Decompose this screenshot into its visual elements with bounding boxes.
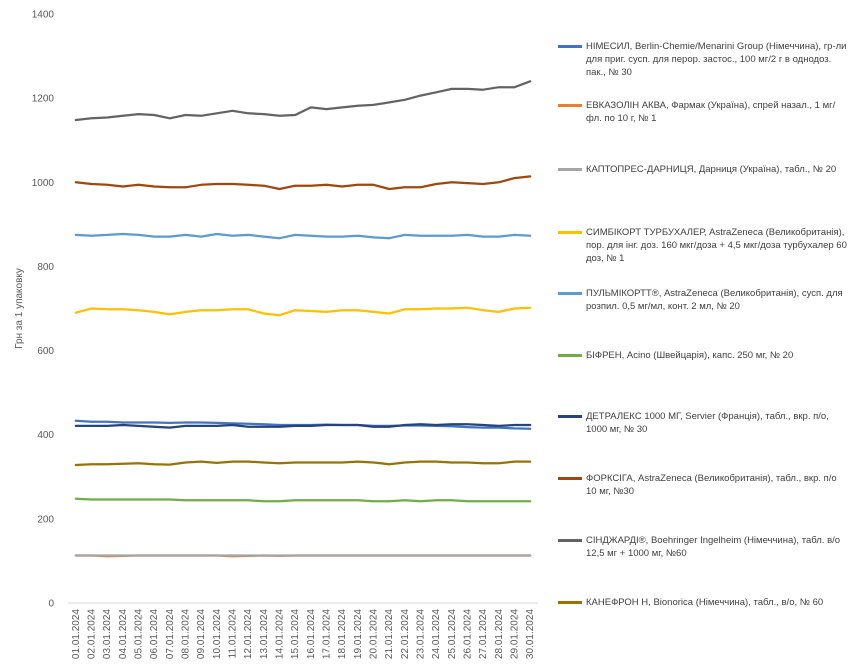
x-tick-label: 21.01.2024: [384, 609, 395, 659]
legend-swatch: [558, 354, 582, 357]
legend-label: КАНЕФРОН Н, Bionorica (Німеччина), табл.…: [586, 597, 824, 608]
series-line-6: [74, 497, 532, 503]
x-axis-ticks: 01.01.2024 02.01.2024 03.01.2024 04.01.2024…: [71, 609, 536, 659]
legend-label: ПУЛЬМІКОРТТ®, AstraZeneca (Великобритані…: [586, 288, 843, 312]
legend-swatch: [558, 415, 582, 418]
legend-label: ЕВКАЗОЛІН АКВА, Фармак (Україна), спрей …: [586, 100, 836, 124]
x-tick-label: 18.01.2024: [337, 609, 348, 659]
legend-swatch: [558, 45, 582, 48]
x-tick-label: 13.01.2024: [259, 609, 270, 659]
x-tick-label: 25.01.2024: [447, 609, 458, 659]
x-tick-label: 29.01.2024: [510, 609, 521, 659]
x-tick-label: 19.01.2024: [353, 609, 364, 659]
series-line-5: [74, 232, 532, 240]
x-tick-label: 14.01.2024: [275, 609, 286, 659]
legend-label: ДЕТРАЛЕКС 1000 МГ, Servier (Франція), та…: [586, 411, 829, 435]
x-tick-label: 12.01.2024: [243, 609, 254, 659]
x-tick-label: 20.01.2024: [369, 609, 380, 659]
x-tick-label: 17.01.2024: [322, 609, 333, 659]
x-tick-label: 15.01.2024: [290, 609, 301, 659]
y-tick-label: 400: [37, 430, 54, 441]
x-tick-label: 01.01.2024: [71, 609, 82, 659]
x-tick-label: 26.01.2024: [463, 609, 474, 659]
x-tick-label: 27.01.2024: [478, 609, 489, 659]
legend-swatch: [558, 292, 582, 295]
x-tick-label: 04.01.2024: [118, 609, 129, 659]
y-tick-label: 1400: [32, 10, 55, 21]
legend-swatch: [558, 168, 582, 171]
legend-swatch: [558, 601, 582, 604]
x-tick-label: 05.01.2024: [134, 609, 145, 659]
x-tick-label: 10.01.2024: [212, 609, 223, 659]
series-line-7: [74, 423, 532, 429]
series-line-9: [74, 80, 532, 122]
legend-swatch: [558, 231, 582, 234]
series-lines: [74, 80, 532, 558]
y-tick-label: 200: [37, 514, 54, 525]
x-tick-label: 23.01.2024: [416, 609, 427, 659]
legend-label: БІФРЕН, Acino (Швейцарія), капс. 250 мг,…: [586, 350, 794, 361]
x-tick-label: 11.01.2024: [228, 609, 239, 659]
y-axis-ticks: 0 200 400 600 800 1000 1200 1400: [32, 10, 55, 610]
x-tick-label: 03.01.2024: [102, 609, 113, 659]
y-tick-label: 800: [37, 262, 54, 273]
x-tick-label: 09.01.2024: [196, 609, 207, 659]
legend-label: ФОРКСІГА, AstraZeneca (Великобританія), …: [586, 473, 837, 497]
legend-label: КАПТОПРЕС-ДАРНИЦЯ, Дарниця (Україна), та…: [586, 164, 837, 175]
x-tick-label: 07.01.2024: [165, 609, 176, 659]
legend-label: СИМБІКОРТ ТУРБУХАЛЕР, AstraZeneca (Велик…: [586, 227, 847, 264]
x-tick-label: 02.01.2024: [87, 609, 98, 659]
series-line-8: [74, 175, 532, 191]
x-tick-label: 16.01.2024: [306, 609, 317, 659]
chart-legend: НІМЕСИЛ, Berlin-Chemie/Menarini Group (Н…: [554, 0, 847, 664]
legend-swatch: [558, 104, 582, 107]
x-tick-label: 28.01.2024: [494, 609, 505, 659]
legend-label: НІМЕСИЛ, Berlin-Chemie/Menarini Group (Н…: [586, 41, 847, 78]
legend-swatch: [558, 539, 582, 542]
y-axis-label: Грн за 1 упаковку: [14, 268, 25, 349]
legend-swatch: [558, 477, 582, 480]
x-tick-label: 24.01.2024: [431, 609, 442, 659]
x-tick-label: 08.01.2024: [181, 609, 192, 659]
y-tick-label: 600: [37, 346, 54, 357]
x-tick-label: 06.01.2024: [149, 609, 160, 659]
y-tick-label: 1200: [32, 94, 55, 105]
x-tick-label: 22.01.2024: [400, 609, 411, 659]
series-line-10: [74, 460, 532, 467]
x-tick-label: 30.01.2024: [525, 609, 536, 659]
y-tick-label: 0: [48, 599, 54, 610]
series-line-4: [74, 306, 532, 317]
y-tick-label: 1000: [32, 178, 55, 189]
legend-label: СІНДЖАРДІ®, Boehringer Ingelheim (Німечч…: [586, 535, 841, 559]
